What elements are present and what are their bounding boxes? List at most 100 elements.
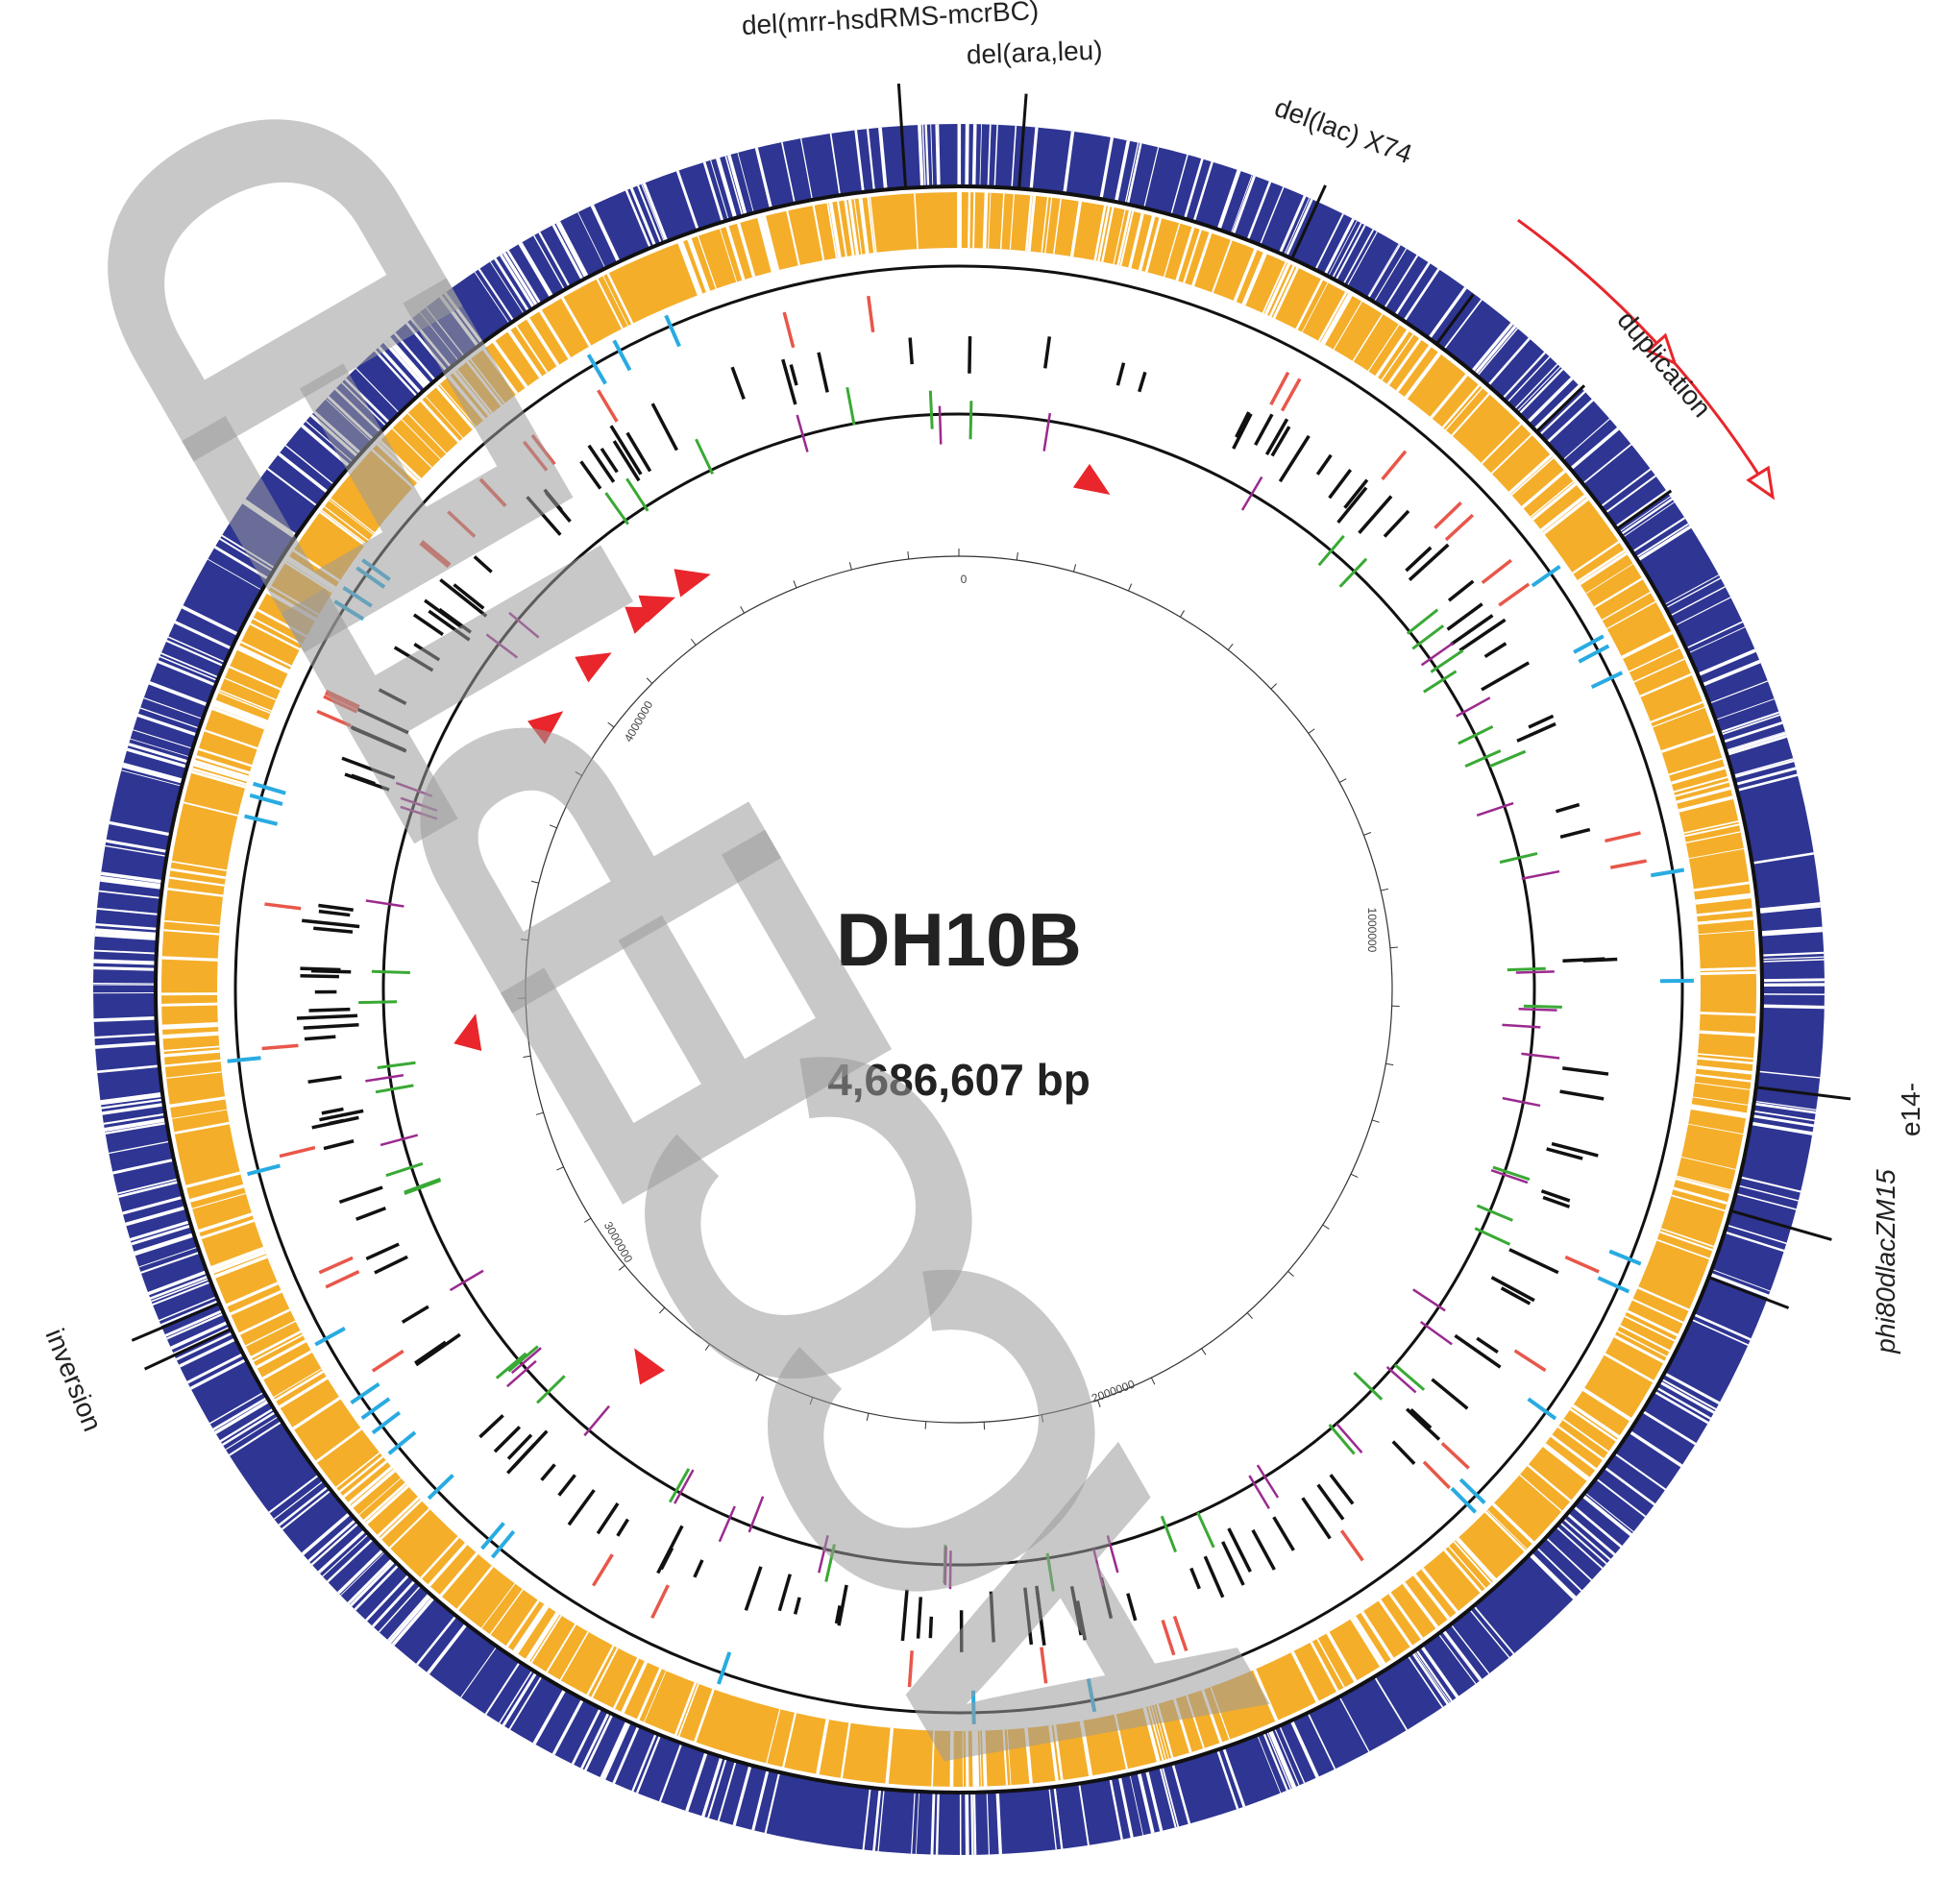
feature-tick [1521, 1052, 1560, 1060]
gene-gap [1128, 212, 1144, 269]
gene-gap [273, 1368, 322, 1398]
scale-tick [793, 580, 797, 589]
feature-tick [1492, 1165, 1531, 1182]
gene-gap [1266, 1732, 1292, 1790]
feature-tick [365, 899, 404, 908]
gene-gap [1472, 322, 1514, 372]
feature-tick [1069, 1585, 1083, 1636]
gene-gap [125, 1206, 184, 1227]
gene-gap [878, 127, 888, 188]
gene-gap [631, 1734, 657, 1792]
gene-gap [732, 1766, 752, 1826]
feature-tick [1650, 867, 1685, 878]
gene-gap [1253, 1669, 1279, 1721]
gene-gap [1279, 195, 1307, 253]
gene-gap [354, 1565, 399, 1611]
marker-arrow [625, 606, 662, 634]
feature-tick [1383, 509, 1410, 538]
gene-gap [222, 1411, 275, 1447]
gene-gap [508, 330, 543, 378]
scale-tick [907, 551, 910, 560]
feature-tick [1562, 1066, 1609, 1076]
gene-gap [677, 242, 699, 296]
gene-gap [167, 636, 224, 663]
feature-tick [1161, 1620, 1176, 1656]
gene-gap [921, 124, 926, 185]
gene-gap [982, 1730, 988, 1787]
gene-gap [847, 199, 860, 256]
feature-tick [586, 354, 607, 385]
gene-gap [198, 1213, 253, 1233]
feature-tick [395, 781, 433, 797]
scale-tick [1385, 1062, 1394, 1066]
gene-gap [707, 1759, 727, 1819]
gene-gap [1763, 951, 1825, 957]
gene-gap [162, 1031, 219, 1037]
gene-gap [342, 1460, 388, 1499]
gene-gap [244, 499, 296, 536]
gene-gap [489, 1589, 524, 1635]
gene-gap [580, 1713, 610, 1770]
gene-gap [219, 1408, 273, 1443]
feature-tick [412, 613, 444, 637]
feature-tick [244, 814, 279, 826]
gene-gap [284, 445, 333, 484]
gene-gap [365, 1484, 409, 1525]
gene-gap [1470, 1610, 1510, 1658]
gene-gap [250, 1330, 302, 1359]
gene-gap [924, 124, 930, 185]
gene-gap [322, 1534, 368, 1577]
gene-gap [1546, 1538, 1593, 1581]
gene-gap [1728, 732, 1787, 753]
feature-tick [1353, 1371, 1384, 1401]
gene-gap [1638, 525, 1692, 561]
gene-gap [1219, 170, 1241, 229]
gene-gap [766, 1709, 781, 1764]
feature-tick [1513, 1349, 1547, 1373]
feature-tick [1405, 546, 1433, 573]
gene-gap [1698, 929, 1754, 936]
gene-gap [1421, 1567, 1458, 1613]
gene-gap [469, 358, 505, 404]
feature-tick [1444, 513, 1475, 542]
gene-gap [1695, 895, 1752, 905]
feature-tick [378, 688, 407, 705]
feature-tick [557, 1474, 576, 1497]
gene-gap [911, 1793, 916, 1854]
gene-gap [697, 235, 717, 289]
gene-gap [334, 387, 380, 432]
scale-tick [1201, 1348, 1207, 1355]
gene-gap [131, 1225, 190, 1246]
feature-tick [1232, 413, 1253, 450]
marker-arrow [575, 652, 612, 683]
gene-gap [1571, 427, 1620, 470]
feature-tick [1343, 478, 1369, 509]
gene-gap [1412, 1652, 1449, 1705]
gene-gap [1585, 1493, 1634, 1532]
gene-gap [988, 192, 992, 249]
gene-gap [1629, 647, 1680, 672]
feature-tick [393, 646, 434, 672]
gene-gap [1508, 453, 1553, 495]
gene-gap [128, 743, 187, 764]
gene-gap [100, 877, 161, 889]
gene-gap [557, 221, 589, 277]
gene-gap [1675, 780, 1729, 797]
gene-gap [1633, 517, 1686, 552]
gene-gap [169, 1097, 226, 1108]
gene-gap [1475, 325, 1517, 374]
gene-gap [284, 561, 333, 594]
feature-tick [1489, 749, 1527, 769]
ring-line [154, 184, 1764, 1794]
gene-gap [1700, 970, 1756, 976]
gene-gap [1159, 1769, 1177, 1828]
gene-gap [1563, 1519, 1611, 1561]
annotation-label: del(mrr-hsdRMS-mcrBC) [741, 0, 1040, 40]
gene-gap [1260, 186, 1285, 244]
gene-gap [1724, 720, 1783, 744]
feature-tick [867, 295, 875, 333]
gene-gap [1408, 1656, 1444, 1708]
feature-tick [1430, 648, 1464, 673]
gene-gap [1386, 338, 1421, 385]
